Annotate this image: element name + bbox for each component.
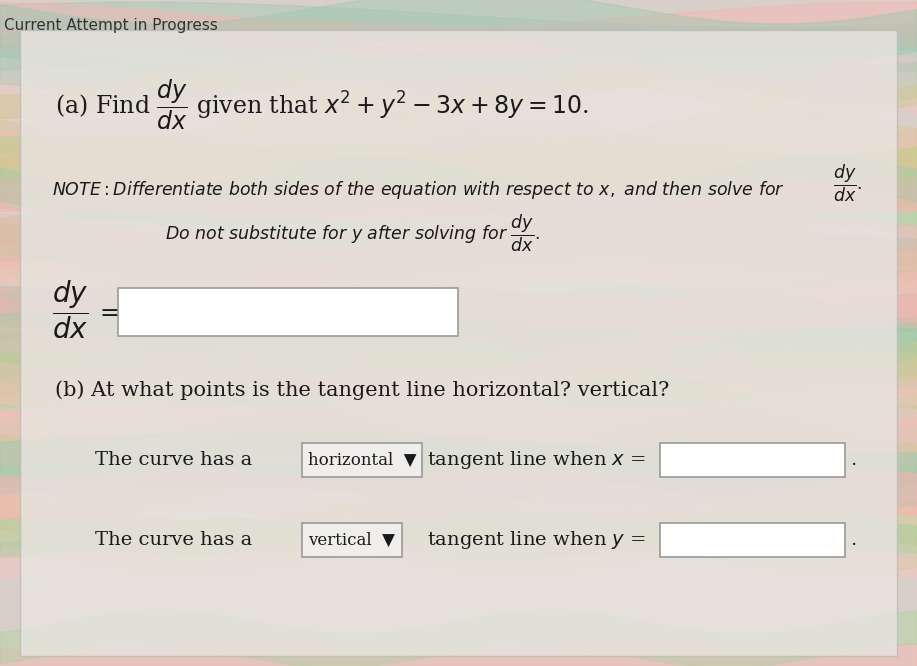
Text: vertical  ▼: vertical ▼ [308, 531, 395, 549]
Polygon shape [0, 495, 917, 555]
Polygon shape [0, 435, 917, 493]
Polygon shape [0, 219, 917, 306]
Polygon shape [0, 352, 917, 413]
Polygon shape [0, 294, 917, 388]
Polygon shape [0, 510, 917, 554]
Polygon shape [0, 274, 917, 353]
Text: The curve has a: The curve has a [95, 451, 252, 469]
Polygon shape [0, 223, 917, 275]
Polygon shape [0, 539, 917, 578]
FancyBboxPatch shape [660, 523, 845, 557]
Polygon shape [0, 2, 917, 55]
Polygon shape [0, 436, 917, 490]
FancyBboxPatch shape [118, 288, 458, 336]
Text: Current Attempt in Progress: Current Attempt in Progress [4, 18, 218, 33]
Polygon shape [0, 108, 917, 192]
Text: $\mathit{Do\ not\ substitute\ for\ y\ after\ solving\ for}$ $\dfrac{dy}{dx}$.: $\mathit{Do\ not\ substitute\ for\ y\ af… [165, 212, 540, 254]
Polygon shape [0, 424, 917, 511]
Polygon shape [0, 328, 917, 385]
Polygon shape [0, 168, 917, 221]
FancyBboxPatch shape [20, 30, 897, 656]
Polygon shape [0, 409, 917, 476]
Polygon shape [0, 518, 917, 558]
Polygon shape [0, 240, 917, 308]
Text: .: . [850, 451, 856, 469]
Text: =: = [100, 302, 120, 324]
Polygon shape [0, 311, 917, 373]
Polygon shape [0, 470, 917, 519]
Polygon shape [0, 333, 917, 404]
Text: $\mathit{NOTE: Differentiate\ both\ sides\ of\ the\ equation\ with\ respect\ to\: $\mathit{NOTE: Differentiate\ both\ side… [52, 179, 785, 201]
Polygon shape [0, 137, 917, 185]
Polygon shape [0, 2, 917, 56]
Polygon shape [0, 196, 917, 260]
Polygon shape [0, 356, 917, 408]
FancyBboxPatch shape [302, 443, 422, 477]
Polygon shape [0, 0, 917, 71]
Polygon shape [0, 156, 917, 219]
Polygon shape [0, 318, 917, 377]
Polygon shape [0, 212, 917, 282]
Text: .: . [850, 531, 856, 549]
Polygon shape [0, 283, 917, 334]
Text: The curve has a: The curve has a [95, 531, 252, 549]
Polygon shape [0, 121, 917, 189]
Polygon shape [0, 326, 917, 396]
Text: tangent line when $x$ =: tangent line when $x$ = [427, 449, 646, 471]
Text: $\dfrac{dy}{dx}$.: $\dfrac{dy}{dx}$. [833, 163, 862, 204]
Polygon shape [0, 219, 917, 273]
Polygon shape [0, 142, 917, 210]
Polygon shape [0, 387, 917, 458]
Text: tangent line when $y$ =: tangent line when $y$ = [427, 529, 646, 551]
Polygon shape [0, 610, 917, 666]
Polygon shape [0, 30, 917, 57]
Polygon shape [0, 232, 917, 266]
Polygon shape [0, 296, 917, 362]
Polygon shape [0, 402, 917, 464]
Polygon shape [0, 20, 917, 57]
Polygon shape [0, 406, 917, 493]
Polygon shape [0, 636, 917, 666]
Polygon shape [0, 523, 917, 574]
Polygon shape [0, 270, 917, 348]
Polygon shape [0, 56, 917, 139]
FancyBboxPatch shape [660, 443, 845, 477]
Polygon shape [0, 135, 917, 222]
Polygon shape [0, 261, 917, 318]
Text: (a) Find $\dfrac{dy}{dx}$ given that $x^2 + y^2 - 3x + 8y = 10$.: (a) Find $\dfrac{dy}{dx}$ given that $x^… [55, 78, 589, 132]
Polygon shape [0, 186, 917, 265]
Polygon shape [0, 141, 917, 213]
Text: horizontal  ▼: horizontal ▼ [308, 452, 416, 468]
Polygon shape [0, 28, 917, 78]
Text: (b) At what points is the tangent line horizontal? vertical?: (b) At what points is the tangent line h… [55, 380, 669, 400]
Polygon shape [0, 231, 917, 303]
Polygon shape [0, 334, 917, 407]
Polygon shape [0, 63, 917, 119]
Polygon shape [0, 432, 917, 509]
Polygon shape [0, 139, 917, 186]
Polygon shape [0, 178, 917, 217]
Polygon shape [0, 279, 917, 329]
Polygon shape [0, 45, 917, 103]
Text: $\dfrac{dy}{dx}$: $\dfrac{dy}{dx}$ [52, 278, 88, 342]
FancyBboxPatch shape [302, 523, 402, 557]
Polygon shape [0, 287, 917, 350]
